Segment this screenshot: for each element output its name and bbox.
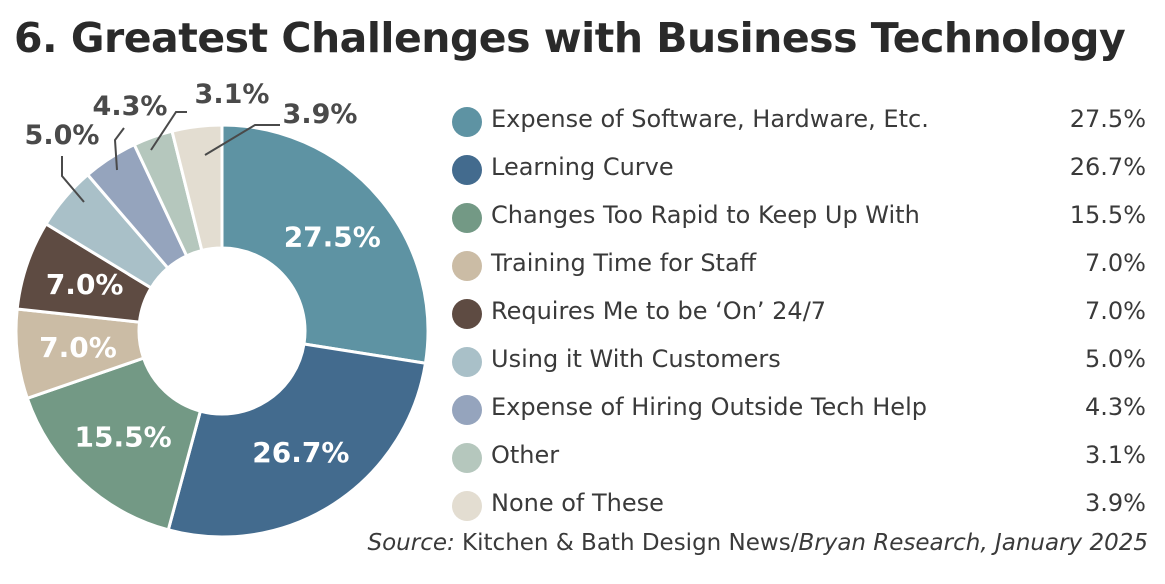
legend-swatch [452,251,482,281]
legend-label: Learning Curve [491,153,674,181]
pie-slice-learning-curve [166,342,428,539]
slice-value-label: 15.5% [75,421,172,454]
slice-value-label: 5.0% [25,120,100,151]
legend-item-expense-of-software-hardware-etc: Expense of Software, Hardware, Etc. 27.5% [452,98,1152,146]
legend-swatch [452,347,482,377]
leader-line [204,124,280,156]
slice-value-label: 3.1% [195,79,270,110]
legend-value: 7.0% [1085,297,1146,325]
donut-chart: 27.5% 26.7% 15.5% 7.0% 7.0% 5.0%4.3% 3.1% 3.9% [14,79,430,539]
legend-label: Using it With Customers [491,345,781,373]
legend-label: Expense of Hiring Outside Tech Help [491,393,927,421]
pie-slice-none-of-these [170,123,224,253]
slice-value-label: 26.7% [252,436,349,469]
legend-swatch [452,395,482,425]
source-suffix: Bryan Research, January 2025 [798,530,1148,556]
legend-value: 15.5% [1069,201,1146,229]
legend-swatch [452,299,482,329]
leader-line [61,156,85,203]
legend-item-other: Other 3.1% [452,434,1152,482]
legend: Expense of Software, Hardware, Etc. 27.5%… [452,98,1152,530]
slice-value-label: 7.0% [46,268,124,301]
legend-swatch [452,491,482,521]
legend-value: 26.7% [1069,153,1146,181]
slice-value-label: 7.0% [39,331,117,364]
legend-swatch [452,443,482,473]
source-prefix: Source: [367,530,455,556]
legend-label: Changes Too Rapid to Keep Up With [491,201,920,229]
legend-label: Requires Me to be ‘On’ 24/7 [491,297,827,325]
legend-label: Other [491,441,560,469]
legend-value: 3.1% [1085,441,1146,469]
legend-value: 5.0% [1085,345,1146,373]
legend-swatch [452,203,482,233]
slice-value-label: 4.3% [93,91,168,122]
slice-value-label: 3.9% [283,99,358,130]
legend-item-expense-of-hiring-outside-tech-help: Expense of Hiring Outside Tech Help 4.3% [452,386,1152,434]
legend-value: 4.3% [1085,393,1146,421]
source-publication: Kitchen & Bath Design News/ [454,530,799,556]
legend-swatch [452,107,482,137]
legend-label: None of These [491,489,664,517]
legend-value: 3.9% [1085,489,1146,517]
legend-item-requires-me-to-be-on-24-7: Requires Me to be ‘On’ 24/7 7.0% [452,290,1152,338]
leader-line [113,127,125,171]
legend-value: 7.0% [1085,249,1146,277]
leader-line [150,111,187,151]
slice-value-label: 27.5% [284,220,381,253]
source-note: Source: Kitchen & Bath Design News/Bryan… [368,530,1149,556]
legend-item-using-it-with-customers: Using it With Customers 5.0% [452,338,1152,386]
legend-value: 27.5% [1069,105,1146,133]
legend-item-none-of-these: None of These 3.9% [452,482,1152,530]
legend-label: Training Time for Staff [491,249,757,277]
legend-label: Expense of Software, Hardware, Etc. [491,105,929,133]
pie-slice-expense-of-software-hardware-etc [220,123,430,365]
legend-item-changes-too-rapid-to-keep-up-with: Changes Too Rapid to Keep Up With 15.5% [452,194,1152,242]
pie-slice-changes-too-rapid-to-keep-up-with [25,356,203,532]
legend-swatch [452,155,482,185]
legend-item-learning-curve: Learning Curve 26.7% [452,146,1152,194]
chart-title: 6. Greatest Challenges with Business Tec… [14,14,1126,62]
legend-item-training-time-for-staff: Training Time for Staff 7.0% [452,242,1152,290]
